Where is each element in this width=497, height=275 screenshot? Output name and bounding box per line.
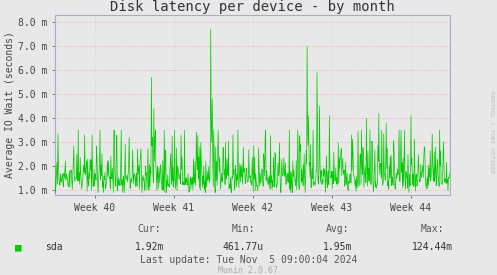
Text: Max:: Max: — [420, 224, 444, 234]
Text: 1.92m: 1.92m — [134, 242, 164, 252]
Text: sda: sda — [45, 243, 62, 252]
Text: Min:: Min: — [232, 224, 255, 234]
Text: RRDTOOL / TOBI OETIKER: RRDTOOL / TOBI OETIKER — [490, 91, 495, 173]
Text: 124.44m: 124.44m — [412, 242, 453, 252]
Text: Last update: Tue Nov  5 09:00:04 2024: Last update: Tue Nov 5 09:00:04 2024 — [140, 255, 357, 265]
Text: ■: ■ — [15, 243, 22, 252]
Title: Disk latency per device - by month: Disk latency per device - by month — [110, 0, 395, 14]
Text: Munin 2.0.67: Munin 2.0.67 — [219, 266, 278, 275]
Text: 1.95m: 1.95m — [323, 242, 353, 252]
Text: 461.77u: 461.77u — [223, 242, 264, 252]
Y-axis label: Average IO Wait (seconds): Average IO Wait (seconds) — [5, 32, 15, 178]
Text: Cur:: Cur: — [137, 224, 161, 234]
Text: Avg:: Avg: — [326, 224, 350, 234]
